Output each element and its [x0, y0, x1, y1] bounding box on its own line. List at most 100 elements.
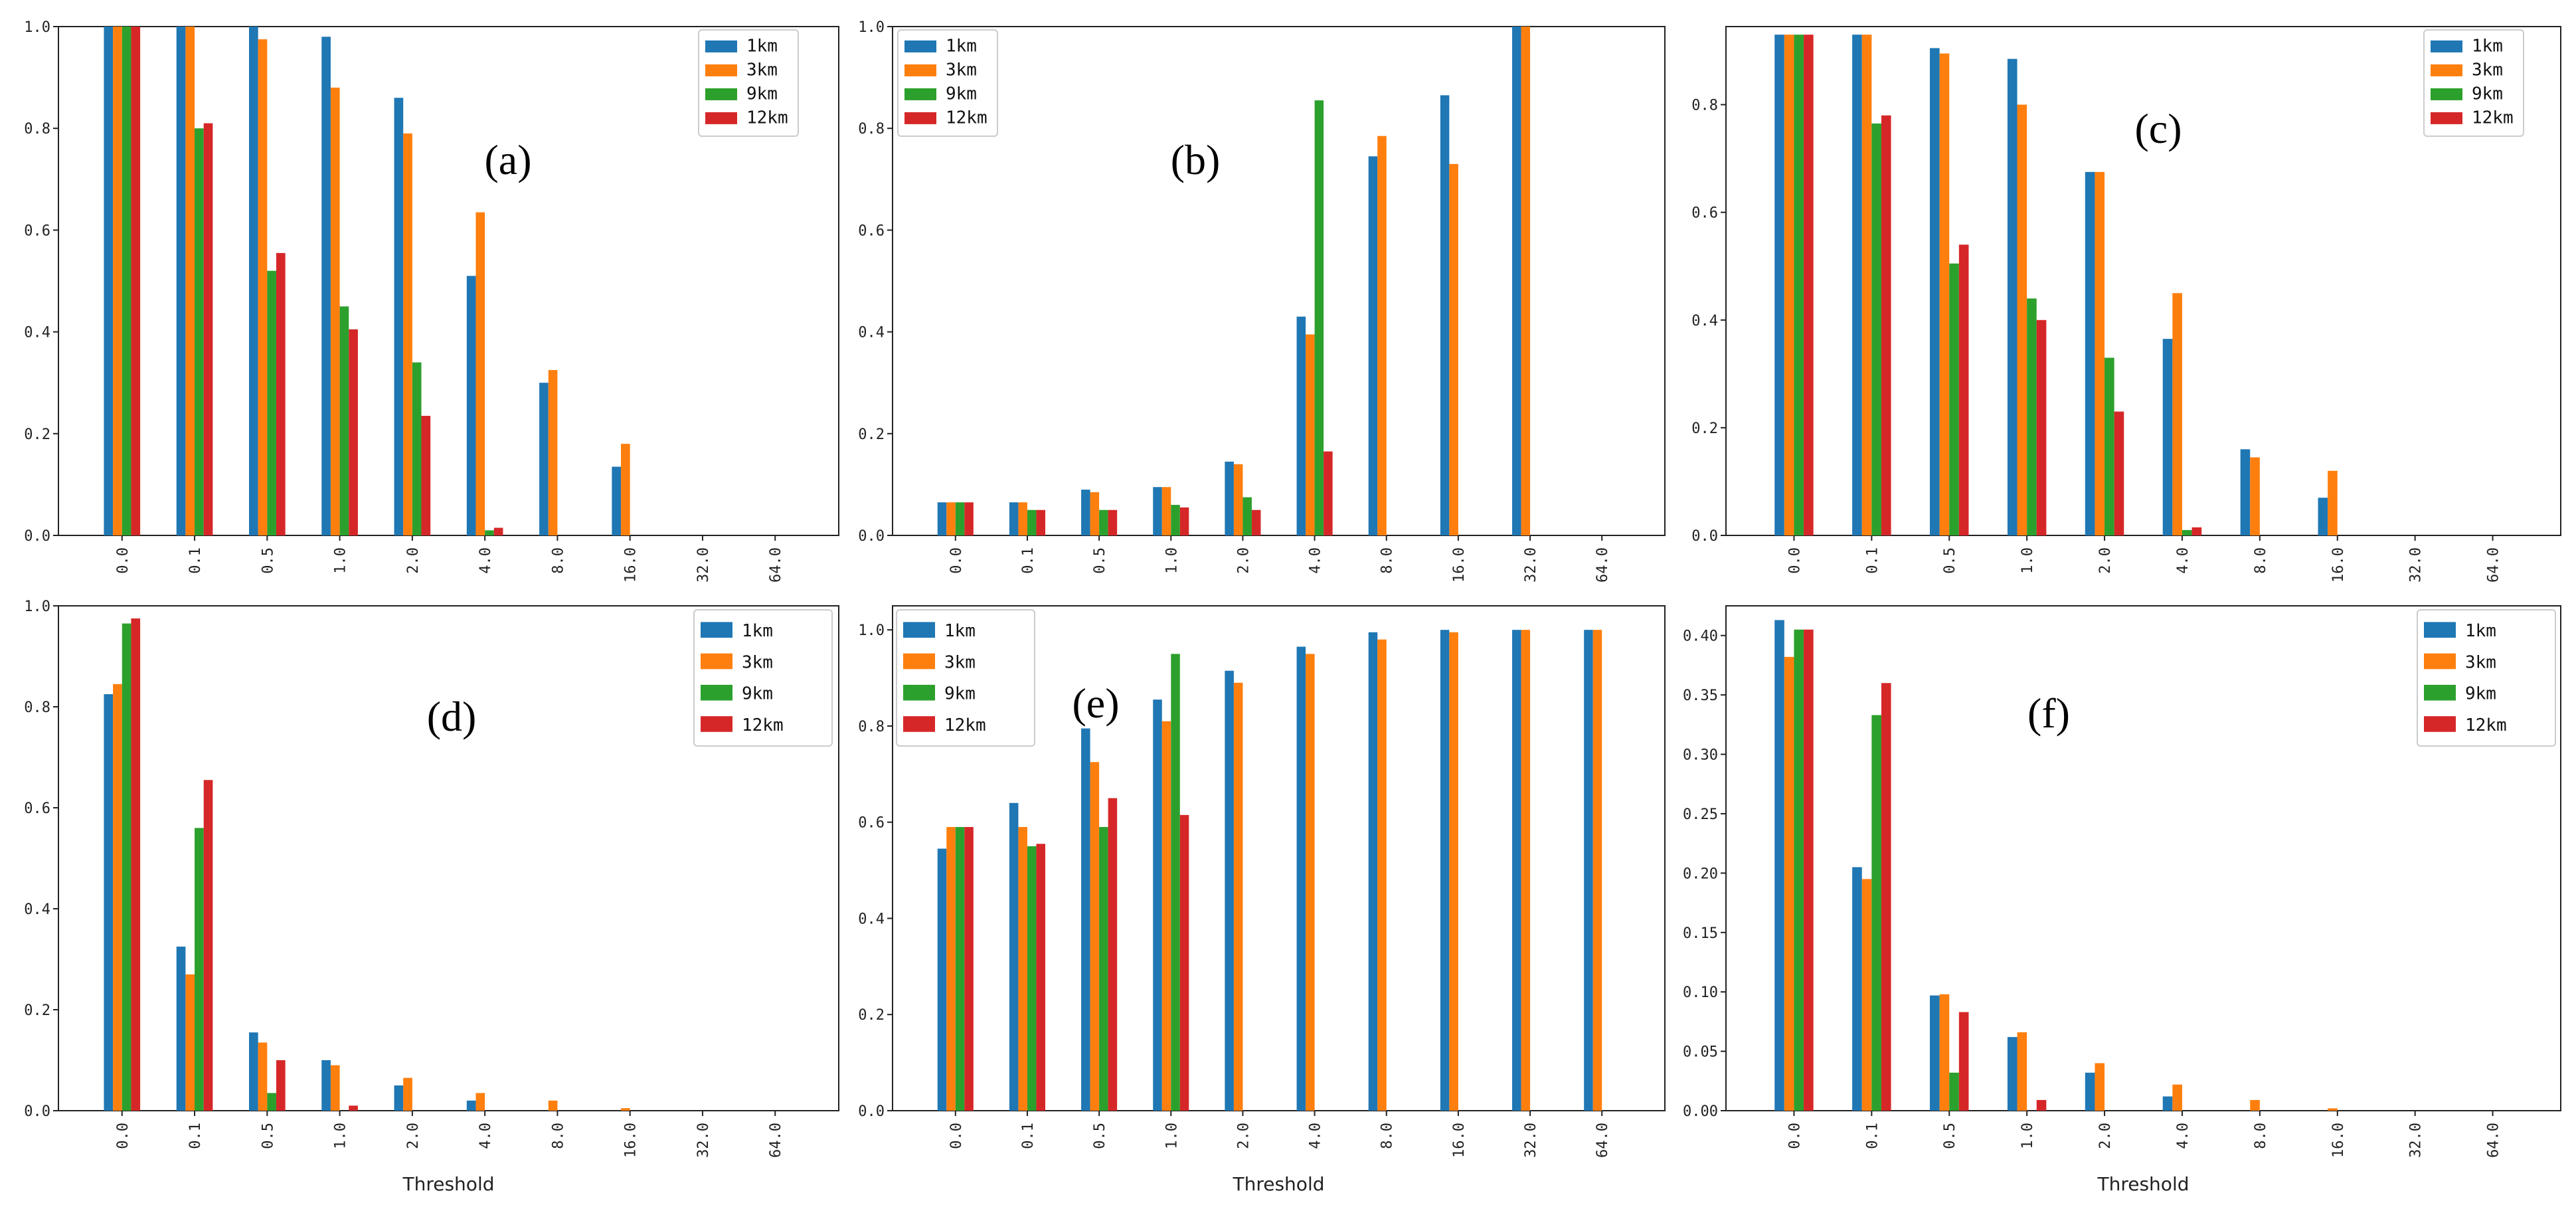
bar [339, 306, 349, 535]
y-tick-label: 0.4 [24, 901, 50, 918]
bar [1314, 100, 1324, 535]
x-tick-label: 8.0 [2253, 1123, 2269, 1149]
panel-label: (e) [1072, 680, 1119, 727]
legend-swatch [2431, 40, 2462, 52]
y-tick-label: 0.2 [858, 426, 885, 443]
bar [1161, 487, 1171, 535]
bar [267, 270, 276, 535]
bar [1774, 35, 1784, 535]
bar [2182, 529, 2192, 535]
bar [1784, 35, 1794, 535]
bar [1584, 630, 1593, 1111]
bar [2027, 298, 2037, 535]
legend-entry: 9km [946, 84, 977, 104]
y-tick-label: 0.25 [1683, 806, 1718, 823]
bar [104, 27, 114, 535]
x-tick-label: 64.0 [1594, 1123, 1611, 1158]
legend-box [698, 29, 799, 137]
x-tick-label: 0.0 [948, 547, 965, 574]
legend-swatch [903, 716, 935, 732]
bar [1512, 630, 1521, 1111]
bar [1027, 510, 1037, 535]
legend-entry: 1km [746, 36, 778, 56]
bar [1036, 510, 1045, 535]
y-tick-label: 0.8 [1691, 98, 1718, 114]
bar [1871, 715, 1881, 1111]
bar [1377, 136, 1387, 535]
y-tick-label: 0.0 [1691, 528, 1718, 545]
legend-entry: 1km [742, 621, 773, 641]
bar [1852, 867, 1862, 1111]
bar [1161, 721, 1171, 1111]
x-tick-label: 2.0 [405, 1123, 422, 1149]
x-tick-label: 0.5 [260, 1123, 276, 1149]
y-tick-label: 0.0 [24, 1103, 50, 1120]
bar [131, 27, 141, 535]
x-tick-label: 32.0 [1523, 547, 1539, 583]
bar [1794, 629, 1804, 1111]
bar [1440, 95, 1450, 535]
bar [493, 527, 503, 535]
legend-entry: 9km [2472, 84, 2503, 104]
bar [1233, 682, 1243, 1111]
x-tick-label: 16.0 [2330, 1123, 2347, 1158]
x-tick-label: 2.0 [1235, 1123, 1252, 1149]
y-tick-label: 0.00 [1683, 1103, 1718, 1120]
legend-box [693, 609, 833, 747]
x-tick-label: 16.0 [2330, 547, 2347, 583]
legend-box [896, 609, 1035, 747]
bar [621, 1108, 630, 1111]
legend-entry: 9km [746, 84, 778, 104]
bar [937, 502, 947, 535]
bar [1521, 630, 1531, 1111]
bar [548, 370, 558, 535]
bar [1881, 115, 1891, 535]
bar [349, 329, 358, 535]
bar [1881, 683, 1891, 1111]
plot-frame [58, 26, 839, 536]
x-tick-label: 0.1 [1020, 547, 1037, 574]
bar [1251, 510, 1261, 535]
y-tick-label: 0.05 [1683, 1044, 1718, 1061]
bar [466, 1100, 476, 1111]
y-tick-label: 1.0 [24, 19, 50, 36]
bar [1852, 35, 1862, 535]
plot-frame [892, 605, 1666, 1111]
bar [937, 848, 947, 1111]
bar [122, 27, 131, 535]
y-tick-label: 0.4 [24, 325, 50, 341]
legend-box [897, 29, 998, 137]
bar [248, 1032, 258, 1111]
x-tick-label: 16.0 [623, 1123, 640, 1158]
y-tick-label: 0.6 [858, 223, 885, 239]
bar [412, 362, 422, 535]
bar [2036, 320, 2047, 535]
bar [1949, 263, 1959, 535]
bar [2328, 470, 2338, 535]
legend-entry: 12km [2472, 108, 2514, 128]
legend-entry: 9km [742, 684, 773, 704]
y-tick-label: 0.2 [24, 1002, 50, 1019]
y-tick-label: 0.8 [24, 699, 50, 716]
y-tick-label: 0.10 [1683, 984, 1718, 1001]
bar [122, 623, 131, 1111]
x-tick-label: 64.0 [768, 1123, 784, 1158]
bar [2007, 58, 2018, 536]
y-tick-label: 0.4 [858, 325, 885, 341]
x-tick-label: 8.0 [1379, 1123, 1396, 1149]
bar [1108, 798, 1118, 1111]
bar [955, 502, 965, 535]
x-tick-label: 64.0 [768, 547, 784, 583]
legend-swatch [2424, 684, 2456, 701]
bar [1306, 334, 1315, 535]
legend-swatch [904, 40, 936, 52]
bar [1449, 632, 1458, 1111]
bar [195, 828, 204, 1111]
x-tick-label: 8.0 [2253, 547, 2269, 574]
x-tick-label: 8.0 [550, 547, 566, 574]
bar [2017, 104, 2027, 535]
bar [2328, 1108, 2338, 1111]
bar [1440, 630, 1450, 1111]
bar [946, 502, 956, 535]
